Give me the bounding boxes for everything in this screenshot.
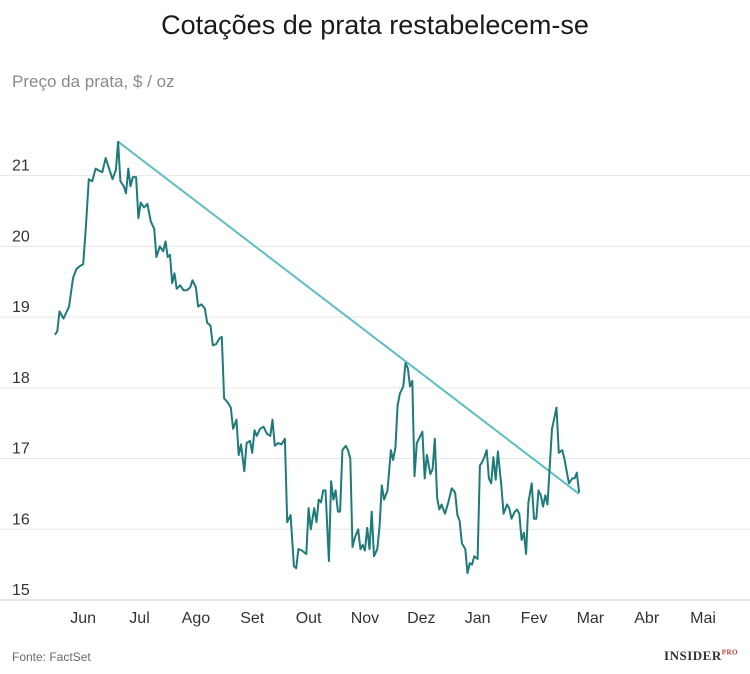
y-axis-label: Preço da prata, $ / oz: [12, 72, 175, 91]
x-tick-label: Out: [296, 610, 322, 627]
x-tick-labels: Jun Jul Ago Set Out Nov Dez Jan Fev Mar Abr Mai: [70, 610, 716, 627]
y-tick-label: 20: [12, 228, 30, 245]
x-tick-label: Mai: [690, 610, 716, 627]
y-tick-labels: 15 16 17 18 19 20 21: [12, 158, 30, 599]
x-tick-label: Nov: [351, 610, 379, 627]
x-tick-label: Mar: [577, 610, 605, 627]
x-tick-label: Abr: [634, 610, 660, 627]
x-tick-label: Dez: [407, 610, 435, 627]
gridlines: [0, 175, 750, 601]
y-tick-label: 15: [12, 582, 30, 599]
chart-title: Cotações de prata restabelecem-se: [161, 10, 589, 40]
x-tick-label: Fev: [521, 610, 548, 627]
trendline: [117, 140, 580, 495]
series-line-0: [54, 140, 581, 575]
x-tick-label: Set: [240, 610, 265, 627]
source-note: Fonte: FactSet: [12, 650, 91, 664]
y-tick-label: 16: [12, 511, 30, 528]
y-tick-label: 19: [12, 299, 30, 316]
trendline-layer: [117, 140, 580, 495]
series-layer: [54, 140, 581, 575]
brand-logo: INSIDERPRO: [664, 648, 738, 663]
y-tick-label: 21: [12, 158, 30, 175]
x-tick-label: Jul: [129, 610, 149, 627]
y-tick-label: 18: [12, 370, 30, 387]
y-tick-label: 17: [12, 441, 30, 458]
x-tick-label: Jan: [465, 610, 491, 627]
x-tick-label: Jun: [70, 610, 96, 627]
x-tick-label: Ago: [182, 610, 211, 627]
